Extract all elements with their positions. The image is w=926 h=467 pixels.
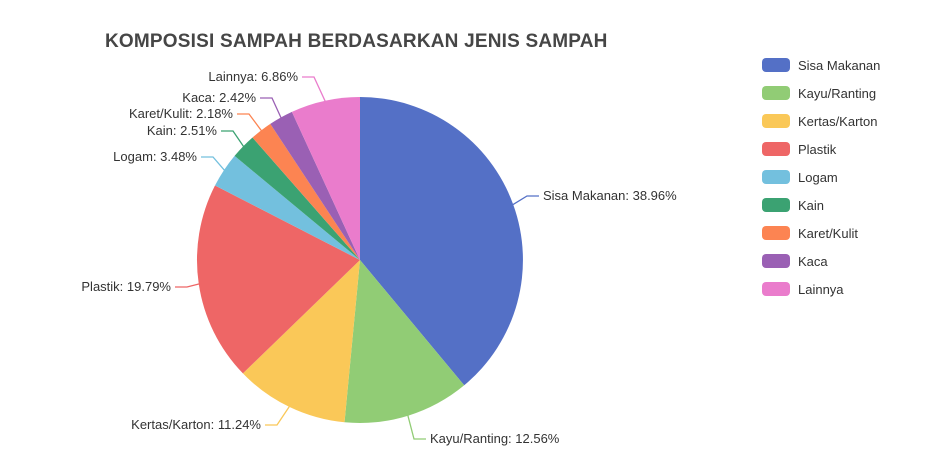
label-leader-line-karet-kulit (237, 113, 263, 132)
legend-item-kayu-ranting[interactable]: Kayu/Ranting (762, 79, 880, 107)
label-leader-line-kain (221, 130, 245, 148)
legend-item-sisa-makanan[interactable]: Sisa Makanan (762, 51, 880, 79)
pie-slice-karet-kulit[interactable] (252, 123, 361, 261)
slice-callout-lainnya: Lainnya: 6.86% (208, 69, 298, 84)
pie-slice-lainnya[interactable] (291, 97, 360, 260)
slice-callout-sisa-makanan: Sisa Makanan: 38.96% (543, 188, 677, 203)
legend-swatch-icon (762, 114, 790, 128)
label-leader-line-lainnya (302, 76, 326, 102)
legend-swatch-icon (762, 58, 790, 72)
slice-callout-kaca: Kaca: 2.42% (182, 90, 256, 105)
legend-item-logam[interactable]: Logam (762, 163, 880, 191)
legend-swatch-icon (762, 254, 790, 268)
legend-label: Karet/Kulit (798, 225, 858, 241)
legend-label: Kayu/Ranting (798, 85, 877, 101)
legend-label: Kertas/Karton (798, 113, 878, 129)
legend: Sisa Makanan Kayu/Ranting Kertas/Karton Pla… (762, 51, 880, 303)
pie-slice-kayu-ranting[interactable] (344, 260, 465, 424)
label-leader-line-logam (201, 156, 226, 172)
pie-slice-sisa-makanan[interactable] (360, 97, 523, 386)
legend-swatch-icon (762, 198, 790, 212)
pie-slice-kertas-karton[interactable] (242, 260, 360, 423)
legend-item-kain[interactable]: Kain (762, 191, 880, 219)
chart-title: KOMPOSISI SAMPAH BERDASARKAN JENIS SAMPA… (105, 31, 608, 52)
legend-item-karet-kulit[interactable]: Karet/Kulit (762, 219, 880, 247)
slice-callout-kain: Kain: 2.51% (147, 123, 218, 138)
legend-item-kaca[interactable]: Kaca (762, 247, 880, 275)
slice-callout-logam: Logam: 3.48% (113, 149, 197, 164)
legend-label: Sisa Makanan (798, 57, 881, 73)
legend-label: Kaca (798, 253, 828, 269)
pie-slice-plastik[interactable] (196, 185, 360, 374)
legend-swatch-icon (762, 282, 790, 296)
legend-item-lainnya[interactable]: Lainnya (762, 275, 880, 303)
slice-callout-kertas-karton: Kertas/Karton: 11.24% (131, 417, 261, 432)
legend-label: Plastik (798, 141, 837, 157)
pie-slice-kain[interactable] (234, 137, 360, 261)
legend-label: Lainnya (798, 281, 844, 297)
label-leader-line-kertas-karton (265, 405, 291, 426)
slice-callout-kayu-ranting: Kayu/Ranting: 12.56% (430, 431, 560, 446)
slice-callout-karet-kulit: Karet/Kulit: 2.18% (129, 106, 233, 121)
slice-callout-plastik: Plastik: 19.79% (81, 279, 171, 294)
label-leader-line-sisa-makanan (512, 195, 539, 206)
pie-slice-kaca[interactable] (270, 111, 360, 261)
legend-item-plastik[interactable]: Plastik (762, 135, 880, 163)
label-leader-line-kayu-ranting (407, 414, 426, 440)
label-leader-line-kaca (260, 97, 282, 119)
legend-swatch-icon (762, 86, 790, 100)
legend-swatch-icon (762, 226, 790, 240)
pie-slice-logam[interactable] (215, 155, 360, 260)
legend-label: Kain (798, 197, 825, 213)
legend-swatch-icon (762, 142, 790, 156)
label-leader-line-plastik (175, 283, 200, 288)
legend-item-kertas-karton[interactable]: Kertas/Karton (762, 107, 880, 135)
legend-label: Logam (798, 169, 838, 185)
legend-swatch-icon (762, 170, 790, 184)
